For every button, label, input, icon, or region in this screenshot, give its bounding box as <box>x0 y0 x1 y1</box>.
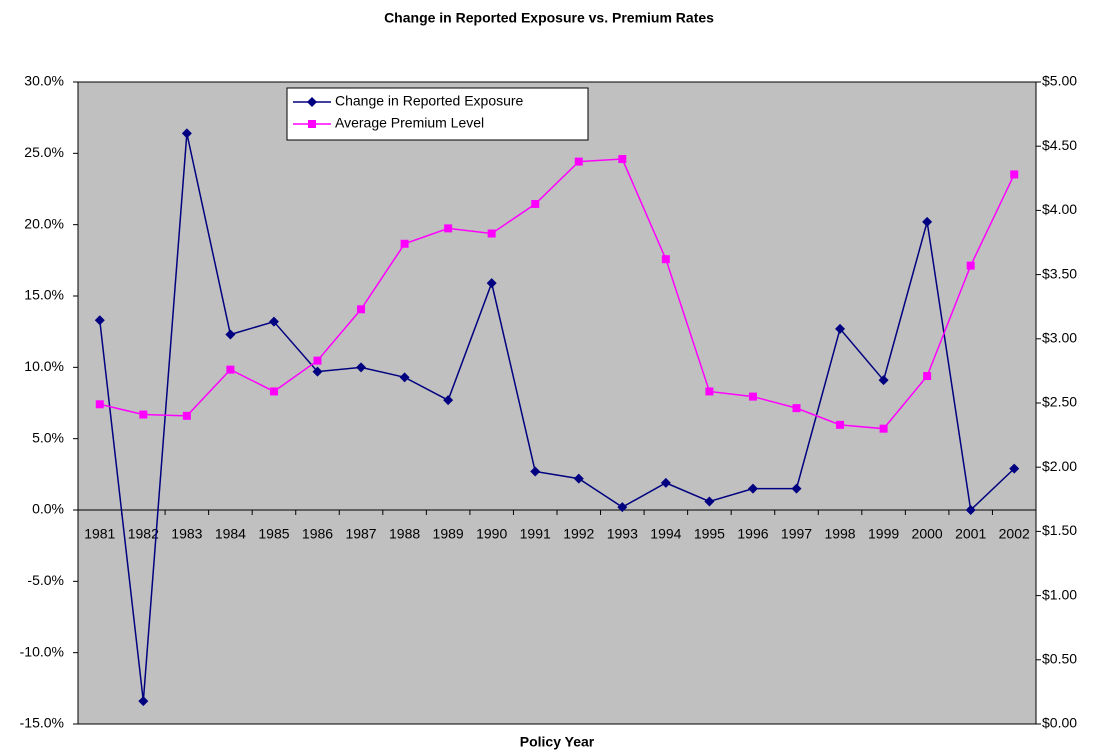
x-tick-label: 2002 <box>999 526 1030 542</box>
point <box>486 278 497 289</box>
x-tick-label: 1998 <box>824 526 855 542</box>
y-tick-label: 10.0% <box>24 358 64 374</box>
x-tick-label: 1997 <box>781 526 812 542</box>
point <box>923 372 932 381</box>
series-line <box>99 133 1015 702</box>
point <box>747 483 758 494</box>
point <box>618 155 627 164</box>
point <box>443 395 454 406</box>
point <box>181 128 192 139</box>
point <box>94 315 105 326</box>
series-line <box>99 158 1015 430</box>
legend-marker <box>308 120 316 128</box>
y2-tick-label: $0.50 <box>1042 651 1077 667</box>
x-tick-label: 1994 <box>650 526 681 542</box>
point <box>704 496 715 507</box>
x-tick-label: 1988 <box>389 526 420 542</box>
point <box>226 365 235 374</box>
point <box>487 229 496 238</box>
x-tick-label: 1983 <box>171 526 202 542</box>
point <box>792 404 801 413</box>
point <box>313 356 322 365</box>
plot-area <box>77 81 1037 725</box>
point <box>574 157 583 166</box>
x-tick-label: 1992 <box>563 526 594 542</box>
point <box>139 410 148 419</box>
x-tick-label: 1990 <box>476 526 507 542</box>
y-tick-label: -5.0% <box>27 572 64 588</box>
x-tick-label: 1995 <box>694 526 725 542</box>
y-tick-label: 15.0% <box>24 287 64 303</box>
point <box>531 199 540 208</box>
point <box>966 261 975 270</box>
y-tick-label: -10.0% <box>20 643 64 659</box>
y2-tick-label: $2.50 <box>1042 394 1077 410</box>
x-tick-label: 1981 <box>84 526 115 542</box>
y-tick-label: 30.0% <box>24 73 64 89</box>
point <box>660 477 671 488</box>
x-tick-label: 1993 <box>607 526 638 542</box>
point <box>357 305 366 314</box>
point <box>836 420 845 429</box>
x-tick-label: 1999 <box>868 526 899 542</box>
point <box>182 411 191 420</box>
x-tick-label: 1996 <box>737 526 768 542</box>
point <box>791 483 802 494</box>
point <box>225 329 236 340</box>
point <box>1010 170 1019 179</box>
x-tick-label: 1989 <box>433 526 464 542</box>
point <box>530 466 541 477</box>
x-tick-label: 1986 <box>302 526 333 542</box>
y-tick-label: 0.0% <box>32 501 64 517</box>
x-tick-label: 1991 <box>520 526 551 542</box>
point <box>573 473 584 484</box>
y-tick-label: -15.0% <box>20 715 64 731</box>
y2-tick-label: $1.50 <box>1042 522 1077 538</box>
y-tick-label: 5.0% <box>32 429 64 445</box>
point <box>95 400 104 409</box>
legend-label: Average Premium Level <box>335 115 484 131</box>
point <box>879 424 888 433</box>
point <box>138 696 149 707</box>
y2-tick-label: $5.00 <box>1042 73 1077 89</box>
legend-label: Change in Reported Exposure <box>335 93 524 109</box>
chart-title: Change in Reported Exposure vs. Premium … <box>384 10 714 26</box>
point <box>400 239 409 248</box>
y2-tick-label: $2.00 <box>1042 458 1077 474</box>
x-tick-label: 2000 <box>912 526 943 542</box>
point <box>705 387 714 396</box>
point <box>312 366 323 377</box>
x-tick-label: 1982 <box>128 526 159 542</box>
legend-marker <box>307 97 317 107</box>
point <box>661 255 670 264</box>
point <box>748 392 757 401</box>
y2-tick-label: $0.00 <box>1042 715 1077 731</box>
legend <box>286 87 589 141</box>
point <box>444 224 453 233</box>
x-tick-label: 1984 <box>215 526 246 542</box>
y-tick-label: 25.0% <box>24 144 64 160</box>
point <box>878 375 889 386</box>
x-tick-label: 1985 <box>258 526 289 542</box>
x-axis-label: Policy Year <box>520 734 595 750</box>
point <box>269 387 278 396</box>
point <box>1009 463 1020 474</box>
point <box>356 362 367 373</box>
point <box>835 323 846 334</box>
point <box>965 505 976 515</box>
point <box>617 502 628 513</box>
y2-tick-label: $4.50 <box>1042 137 1077 153</box>
point <box>268 316 279 327</box>
x-tick-label: 1987 <box>345 526 376 542</box>
point <box>399 372 410 383</box>
x-tick-label: 2001 <box>955 526 986 542</box>
y2-tick-label: $3.00 <box>1042 330 1077 346</box>
y2-tick-label: $1.00 <box>1042 586 1077 602</box>
y2-tick-label: $3.50 <box>1042 265 1077 281</box>
point <box>922 216 933 227</box>
y-tick-label: 20.0% <box>24 215 64 231</box>
y2-tick-label: $4.00 <box>1042 201 1077 217</box>
